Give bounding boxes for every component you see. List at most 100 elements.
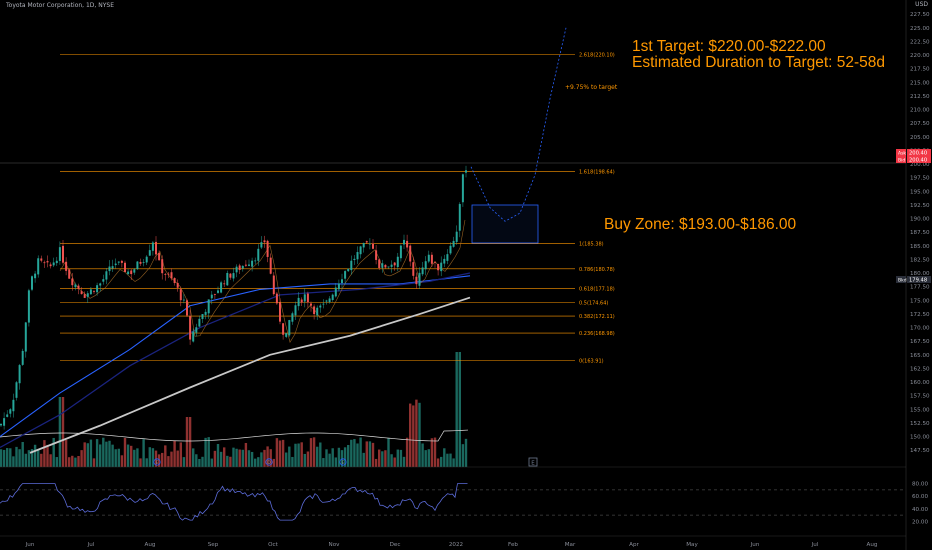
- candle-body: [279, 302, 281, 322]
- candle-body: [93, 291, 95, 293]
- buy-zone-box[interactable]: [471, 204, 539, 244]
- price-tick-label: 167.50: [910, 339, 930, 345]
- volume-bar: [297, 443, 300, 467]
- volume-bar: [148, 447, 151, 467]
- candle-body: [80, 291, 83, 295]
- candle-body: [114, 263, 117, 266]
- candle-body: [108, 266, 111, 272]
- price-tick-label: 157.50: [910, 394, 930, 400]
- volume-bar: [37, 449, 40, 467]
- candle-body: [18, 365, 21, 384]
- moving-averages: [0, 219, 471, 454]
- volume-bar: [266, 446, 269, 467]
- volume-bar: [325, 449, 328, 467]
- volume-bar: [161, 452, 164, 467]
- candle-body: [399, 245, 402, 259]
- volume-bar: [176, 450, 179, 467]
- candle-body: [406, 240, 409, 248]
- candle-body: [337, 283, 340, 290]
- price-tick-label: 155.00: [910, 407, 930, 413]
- candle-body: [179, 289, 182, 301]
- volume-bar: [334, 457, 337, 467]
- candle-body: [139, 261, 142, 264]
- volume-bar: [64, 439, 68, 467]
- candle-body: [461, 174, 464, 203]
- candle-body: [248, 264, 250, 266]
- candle-body: [3, 418, 6, 426]
- fib-label: 0.5(174.64): [579, 300, 608, 306]
- candle-body: [300, 299, 303, 303]
- volume-bar: [275, 438, 279, 467]
- currency-label: USD: [915, 1, 928, 8]
- price-tick-label: 187.50: [910, 230, 930, 236]
- candle-body: [350, 260, 353, 271]
- candle-body: [74, 284, 77, 288]
- price-tick-label: 177.50: [910, 285, 930, 291]
- candle-body: [127, 271, 130, 275]
- candle-body: [27, 290, 30, 323]
- candle-body: [9, 409, 12, 414]
- volume-bar: [303, 453, 306, 467]
- volume-bar: [288, 446, 291, 467]
- candle-body: [213, 294, 216, 295]
- candle-body: [158, 253, 161, 261]
- time-tick-label: Jul: [811, 542, 819, 548]
- candle-body: [15, 382, 18, 398]
- volume-bar: [123, 437, 127, 467]
- volume-bar: [52, 437, 55, 467]
- candle-body: [263, 240, 266, 243]
- volume-bar: [49, 454, 52, 467]
- candle-body: [390, 264, 393, 267]
- volume-bar: [86, 443, 89, 467]
- ma-slow-line: [29, 296, 471, 454]
- candle-body: [446, 254, 449, 261]
- candle-body: [117, 261, 120, 263]
- volume-bar: [74, 457, 77, 467]
- volume-bar: [309, 438, 313, 467]
- volume-bar: [157, 454, 161, 467]
- volume-bar: [415, 399, 418, 467]
- ma-mid-line: [0, 272, 471, 449]
- volume-bar: [464, 438, 468, 467]
- candle-body: [387, 266, 390, 268]
- volume-bar: [2, 449, 6, 467]
- candle-body: [161, 259, 164, 274]
- volume-bar: [331, 448, 334, 467]
- volume-bar: [105, 441, 108, 467]
- price-axis[interactable]: 227.50 225.00 222.50 220.00 217.50 215.00 212.…: [910, 12, 930, 454]
- candle-body: [34, 273, 37, 279]
- volume-bar: [449, 453, 452, 467]
- price-tick-label: 212.50: [910, 94, 930, 100]
- time-axis[interactable]: Jun Jul Aug Sep Oct Nov Dec 2022 Feb Mar Apr May Jun…: [25, 542, 878, 548]
- price-tick-label: 152.50: [910, 421, 930, 427]
- volume-bar: [15, 446, 18, 467]
- volume-bar: [111, 444, 114, 467]
- fib-label: 0.618(177.18): [579, 286, 615, 292]
- volume-bar: [0, 449, 3, 467]
- candle-body: [189, 316, 192, 340]
- candle-body: [182, 299, 185, 301]
- volume-bar: [269, 449, 272, 467]
- volume-bar: [365, 441, 368, 467]
- candle-body: [192, 331, 195, 342]
- time-tick-label: Oct: [268, 542, 278, 548]
- volume-bar: [393, 457, 396, 467]
- candle-body: [269, 257, 272, 274]
- candle-body: [24, 322, 27, 352]
- price-tick-label: 147.50: [910, 448, 930, 454]
- volume-bar: [216, 444, 220, 467]
- scroll-to-latest-button[interactable]: [528, 457, 538, 467]
- volume-bar: [198, 458, 201, 467]
- volume-bar: [356, 443, 359, 467]
- volume-bar: [381, 451, 384, 467]
- candle-body: [372, 243, 374, 249]
- volume-bar: [179, 442, 182, 467]
- rsi-tick-label: 20.00: [912, 519, 928, 525]
- time-tick-label: Sep: [208, 542, 219, 548]
- rsi-pane: [0, 483, 906, 521]
- candle-body: [220, 282, 223, 293]
- price-tick-label: 200.00: [910, 162, 930, 168]
- candle-body: [275, 293, 278, 304]
